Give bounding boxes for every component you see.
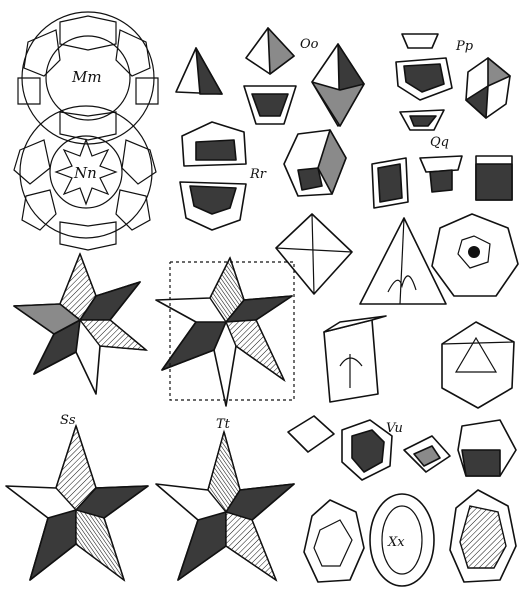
dodecahedron-rr-figure: Rr xyxy=(179,121,347,231)
label-xx: Xx xyxy=(387,535,405,550)
label-mm: Mm xyxy=(71,68,102,86)
tetrahedron-emblem-figure xyxy=(359,217,447,305)
icosahedron-emblem-figure xyxy=(441,321,515,409)
label-vu: Vu xyxy=(386,421,403,436)
label-tt: Tt xyxy=(216,417,231,432)
octahedron-oo-figure: Oo xyxy=(243,27,365,127)
icosahedron-pp-figure: Pp xyxy=(395,33,511,131)
stellated-dodecahedron-figure xyxy=(13,252,149,395)
cube-qq-figure: Qq xyxy=(371,135,513,209)
label-rr: Rr xyxy=(249,167,267,182)
tetrahedron-figure xyxy=(175,47,223,95)
label-ss: Ss xyxy=(60,413,76,428)
label-qq: Qq xyxy=(430,135,449,150)
star-tt-figure: Tt xyxy=(155,417,295,582)
label-nn: Nn xyxy=(73,164,97,182)
dodecahedron-emblem-figure xyxy=(431,213,519,297)
rhombic-vu-figure: Vu xyxy=(287,415,517,481)
cube-emblem-figure xyxy=(323,315,387,403)
label-pp: Pp xyxy=(455,39,474,54)
star-ss-figure: Ss xyxy=(5,413,149,582)
octahedron-emblem-figure xyxy=(275,213,353,295)
label-oo: Oo xyxy=(300,37,319,52)
great-stellated-dodecahedron-figure xyxy=(155,256,295,407)
rhombic-xx-figure: Xx xyxy=(303,489,517,587)
tiling-mm-nn-figure: Mm Nn xyxy=(13,11,159,251)
